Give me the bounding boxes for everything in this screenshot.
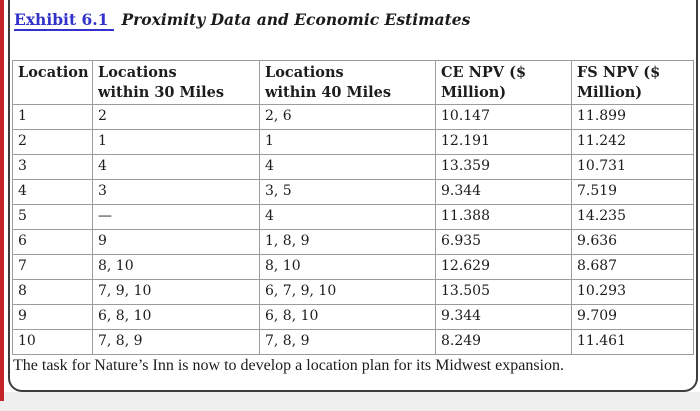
exhibit-link[interactable]: Exhibit 6.1 (14, 10, 115, 31)
table-row: 10 7, 8, 9 7, 8, 9 8.249 11.461 (12, 329, 694, 355)
cell-within-40: 8, 10 (259, 254, 436, 280)
proximity-data-table: Location Locations within 30 Miles Locat… (12, 60, 694, 355)
header-ce-npv-label: CE NPV ($ Million) (441, 64, 527, 101)
cell-within-40: 6, 8, 10 (259, 304, 436, 330)
cell-within-40: 4 (259, 204, 436, 230)
cell-within-40: 1 (259, 129, 436, 155)
cell-location: 10 (12, 329, 93, 355)
cell-within-30: 1 (92, 129, 260, 155)
cell-location: 5 (12, 204, 93, 230)
cell-fs-npv: 10.731 (571, 154, 694, 180)
table-row: 5 — 4 11.388 14.235 (12, 204, 694, 230)
cell-ce-npv: 12.191 (435, 129, 572, 155)
cell-ce-npv: 13.505 (435, 279, 572, 305)
cell-within-30: 8, 10 (92, 254, 260, 280)
header-ce-npv: CE NPV ($ Million) (435, 60, 572, 105)
cell-within-30: 3 (92, 179, 260, 205)
cell-ce-npv: 11.388 (435, 204, 572, 230)
header-within-30-miles: Locations within 30 Miles (92, 60, 260, 105)
cell-within-40: 2, 6 (259, 104, 436, 130)
table-row: 2 1 1 12.191 11.242 (12, 129, 694, 155)
red-edge-strip (0, 0, 4, 401)
cell-within-30: 6, 8, 10 (92, 304, 260, 330)
cell-fs-npv: 11.242 (571, 129, 694, 155)
cell-within-30: 4 (92, 154, 260, 180)
cell-within-30: 9 (92, 229, 260, 255)
footer-note: The task for Nature’s Inn is now to deve… (13, 357, 564, 374)
cell-within-40: 3, 5 (259, 179, 436, 205)
header-location: Location (12, 60, 93, 105)
header-within-30-miles-label: Locations within 30 Miles (98, 64, 225, 101)
page-background-band (0, 392, 700, 411)
table-row: 4 3 3, 5 9.344 7.519 (12, 179, 694, 205)
cell-within-30: 7, 9, 10 (92, 279, 260, 305)
table-header-row: Location Locations within 30 Miles Locat… (12, 60, 694, 105)
cell-within-40: 7, 8, 9 (259, 329, 436, 355)
table-row: 7 8, 10 8, 10 12.629 8.687 (12, 254, 694, 280)
cell-fs-npv: 11.461 (571, 329, 694, 355)
cell-location: 8 (12, 279, 93, 305)
cell-location: 2 (12, 129, 93, 155)
cell-within-30: 7, 8, 9 (92, 329, 260, 355)
cell-ce-npv: 9.344 (435, 304, 572, 330)
cell-within-30: — (92, 204, 260, 230)
cell-fs-npv: 10.293 (571, 279, 694, 305)
header-location-label: Location (18, 64, 89, 81)
header-within-40-miles: Locations within 40 Miles (259, 60, 436, 105)
exhibit-title-text: Proximity Data and Economic Estimates (121, 10, 471, 29)
header-within-40-miles-label: Locations within 40 Miles (265, 64, 392, 101)
cell-ce-npv: 10.147 (435, 104, 572, 130)
table-row: 3 4 4 13.359 10.731 (12, 154, 694, 180)
cell-ce-npv: 8.249 (435, 329, 572, 355)
cell-ce-npv: 6.935 (435, 229, 572, 255)
cell-ce-npv: 9.344 (435, 179, 572, 205)
cell-within-40: 4 (259, 154, 436, 180)
table-row: 8 7, 9, 10 6, 7, 9, 10 13.505 10.293 (12, 279, 694, 305)
cell-location: 9 (12, 304, 93, 330)
table-row: 6 9 1, 8, 9 6.935 9.636 (12, 229, 694, 255)
header-fs-npv: FS NPV ($ Million) (571, 60, 694, 105)
cell-location: 7 (12, 254, 93, 280)
cell-within-40: 6, 7, 9, 10 (259, 279, 436, 305)
cell-ce-npv: 13.359 (435, 154, 572, 180)
exhibit-title: Exhibit 6.1 Proximity Data and Economic E… (14, 10, 471, 31)
cell-fs-npv: 9.709 (571, 304, 694, 330)
cell-location: 1 (12, 104, 93, 130)
cell-fs-npv: 9.636 (571, 229, 694, 255)
cell-location: 6 (12, 229, 93, 255)
cell-within-30: 2 (92, 104, 260, 130)
cell-fs-npv: 7.519 (571, 179, 694, 205)
cell-fs-npv: 14.235 (571, 204, 694, 230)
header-fs-npv-label: FS NPV ($ Million) (577, 64, 661, 101)
cell-location: 4 (12, 179, 93, 205)
table-row: 9 6, 8, 10 6, 8, 10 9.344 9.709 (12, 304, 694, 330)
table-row: 1 2 2, 6 10.147 11.899 (12, 104, 694, 130)
cell-location: 3 (12, 154, 93, 180)
cell-fs-npv: 8.687 (571, 254, 694, 280)
cell-within-40: 1, 8, 9 (259, 229, 436, 255)
cell-fs-npv: 11.899 (571, 104, 694, 130)
cell-ce-npv: 12.629 (435, 254, 572, 280)
